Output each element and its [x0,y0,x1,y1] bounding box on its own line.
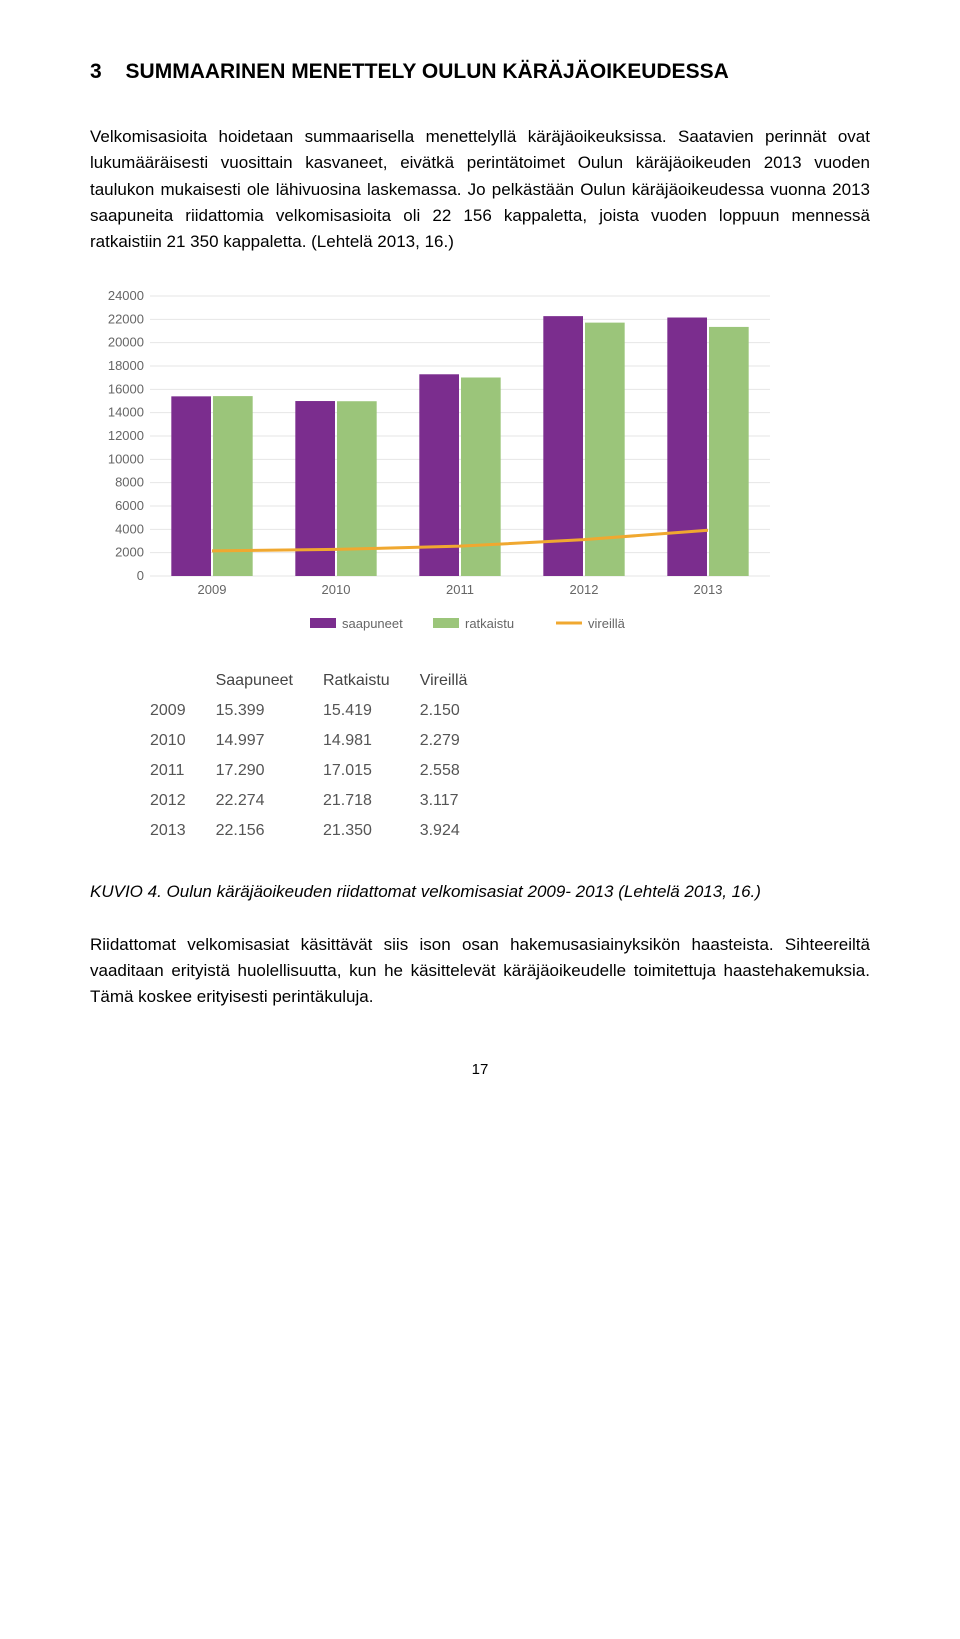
table-cell: 3.117 [420,786,498,816]
legend-swatch [433,618,459,628]
table-header-cell: Ratkaistu [323,666,420,696]
legend-label: vireillä [588,616,626,631]
y-tick-label: 14000 [108,404,144,419]
table-cell: 2010 [150,726,216,756]
legend-swatch [310,618,336,628]
table-cell: 21.718 [323,786,420,816]
table-header-cell [150,666,216,696]
table-cell: 15.419 [323,696,420,726]
chart-container: 0 2000 4000 6000 8000 10000 12000 14000 16000 180… [90,286,870,646]
y-tick-label: 16000 [108,381,144,396]
section-heading: 3 SUMMAARINEN MENETTELY OULUN KÄRÄJÄOIKE… [90,60,870,84]
table-row: 201117.29017.0152.558 [150,756,497,786]
table-cell: 2012 [150,786,216,816]
y-tick-label: 2000 [115,544,144,559]
heading-title: SUMMAARINEN MENETTELY OULUN KÄRÄJÄOIKEUD… [126,60,729,83]
table-cell: 2.150 [420,696,498,726]
table-cell: 21.350 [323,816,420,846]
table-cell: 17.290 [216,756,323,786]
bar [709,327,749,576]
y-tick-label: 10000 [108,451,144,466]
data-table: Saapuneet Ratkaistu Vireillä 200915.3991… [150,666,497,846]
table-cell: 22.156 [216,816,323,846]
table-cell: 2.558 [420,756,498,786]
legend-label: ratkaistu [465,616,514,631]
table-cell: 17.015 [323,756,420,786]
legend-label: saapuneet [342,616,403,631]
x-tick-label: 2010 [322,582,351,597]
y-tick-label: 18000 [108,358,144,373]
table-cell: 3.924 [420,816,498,846]
bar [667,317,707,575]
table-cell: 2011 [150,756,216,786]
figure-caption: KUVIO 4. Oulun käräjäoikeuden riidattoma… [90,882,870,902]
table-row: 201322.15621.3503.924 [150,816,497,846]
table-header-cell: Saapuneet [216,666,323,696]
y-tick-label: 20000 [108,334,144,349]
heading-number: 3 [90,60,102,84]
table-row: 200915.39915.4192.150 [150,696,497,726]
y-tick-label: 12000 [108,428,144,443]
table-cell: 2.279 [420,726,498,756]
x-tick-label: 2012 [570,582,599,597]
table-cell: 2009 [150,696,216,726]
table-cell: 2013 [150,816,216,846]
page-number: 17 [90,1061,870,1078]
x-tick-label: 2011 [446,582,474,597]
table-cell: 22.274 [216,786,323,816]
x-tick-label: 2009 [198,582,227,597]
bar-chart: 0 2000 4000 6000 8000 10000 12000 14000 16000 180… [90,286,830,646]
y-tick-label: 24000 [108,288,144,303]
bar [543,316,583,576]
y-tick-label: 22000 [108,311,144,326]
y-tick-label: 8000 [115,474,144,489]
y-tick-label: 4000 [115,521,144,536]
y-tick-label: 0 [137,568,144,583]
table-row: 201014.99714.9812.279 [150,726,497,756]
table-cell: 14.981 [323,726,420,756]
x-tick-label: 2013 [694,582,723,597]
table-cell: 14.997 [216,726,323,756]
table-header-cell: Vireillä [420,666,498,696]
table-row: 201222.27421.7183.117 [150,786,497,816]
bar [171,396,211,576]
paragraph-1: Velkomisasioita hoidetaan summaarisella … [90,124,870,256]
paragraph-2: Riidattomat velkomisasiat käsittävät sii… [90,932,870,1011]
y-tick-label: 6000 [115,498,144,513]
table-cell: 15.399 [216,696,323,726]
table-header-row: Saapuneet Ratkaistu Vireillä [150,666,497,696]
trend-line [212,530,708,551]
